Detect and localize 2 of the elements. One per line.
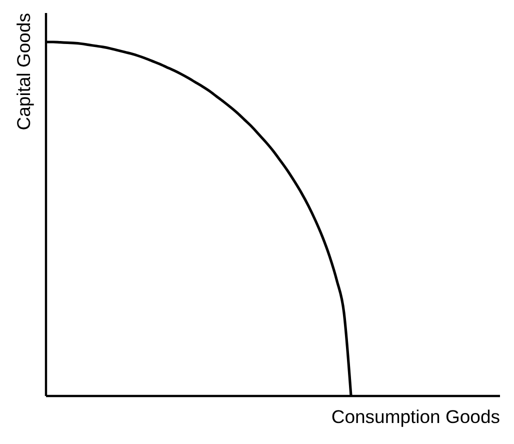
y-axis-title: Capital Goods — [13, 13, 34, 130]
x-axis-title: Consumption Goods — [331, 406, 500, 427]
